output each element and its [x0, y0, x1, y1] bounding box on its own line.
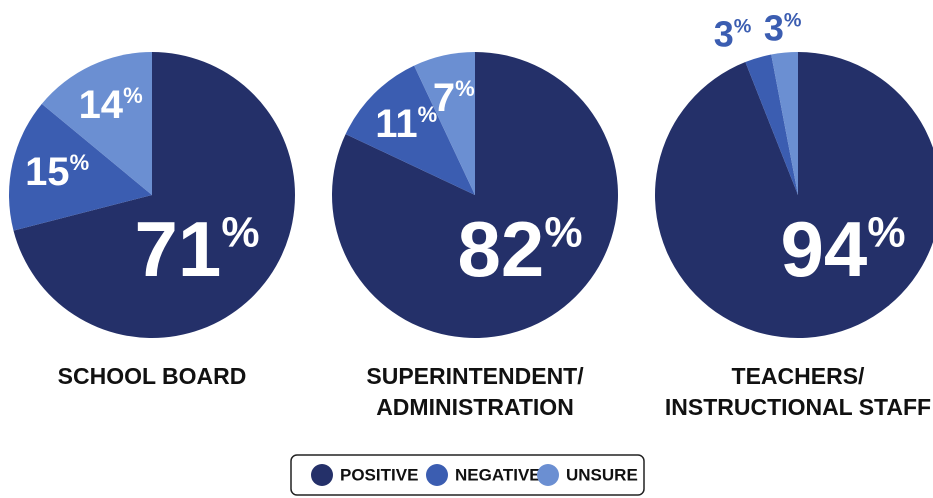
pie-slice [8, 103, 152, 231]
data-label-unit: % [455, 76, 475, 101]
legend-label: POSITIVE [340, 465, 418, 484]
data-label-value: 3 [764, 7, 784, 48]
chart-title: SCHOOL BOARD [58, 363, 247, 389]
data-label-value: 11 [375, 102, 417, 146]
legend-swatch [537, 464, 559, 486]
pie-slice [345, 65, 475, 195]
data-label-value: 14 [79, 83, 124, 127]
pie-slice [41, 52, 152, 195]
data-label-value: 15 [25, 149, 70, 193]
data-label-value: 94 [781, 205, 868, 293]
legend-swatch [426, 464, 448, 486]
data-label: 3% [764, 7, 802, 48]
data-label: 7% [433, 76, 475, 120]
data-label-unit: % [418, 102, 438, 127]
data-label-unit: % [734, 16, 752, 38]
data-label-unit: % [544, 209, 582, 257]
pie-slice [13, 52, 295, 338]
data-label-unit: % [70, 150, 90, 175]
pie-slice [331, 52, 618, 338]
legend-box [290, 454, 645, 496]
data-label: 94% [781, 205, 906, 293]
pie-slice [414, 52, 475, 195]
data-label-value: 82 [458, 205, 545, 293]
data-label-value: 7 [433, 76, 455, 120]
data-label: 14% [79, 83, 143, 127]
data-label-unit: % [784, 10, 802, 32]
chart-title: SUPERINTENDENT/ [366, 363, 584, 389]
legend-label: NEGATIVE [455, 465, 541, 484]
pie-slice [655, 52, 933, 338]
data-label: 82% [458, 205, 583, 293]
data-label-unit: % [221, 209, 259, 257]
legend-swatch [311, 464, 333, 486]
pie-slice [745, 54, 798, 195]
data-label: 3% [714, 13, 752, 54]
legend-label: UNSURE [566, 465, 638, 484]
chart-title: ADMINISTRATION [376, 394, 574, 420]
data-label-value: 71 [135, 205, 222, 293]
data-label-unit: % [867, 209, 905, 257]
chart-title: TEACHERS/ [732, 363, 866, 389]
chart-title: INSTRUCTIONAL STAFF [665, 394, 931, 420]
data-label: 11% [375, 102, 437, 146]
data-label-unit: % [123, 83, 143, 108]
data-label: 71% [135, 205, 260, 293]
pie-slice [771, 52, 798, 195]
data-label: 15% [25, 149, 89, 193]
data-label-value: 3 [714, 13, 734, 54]
